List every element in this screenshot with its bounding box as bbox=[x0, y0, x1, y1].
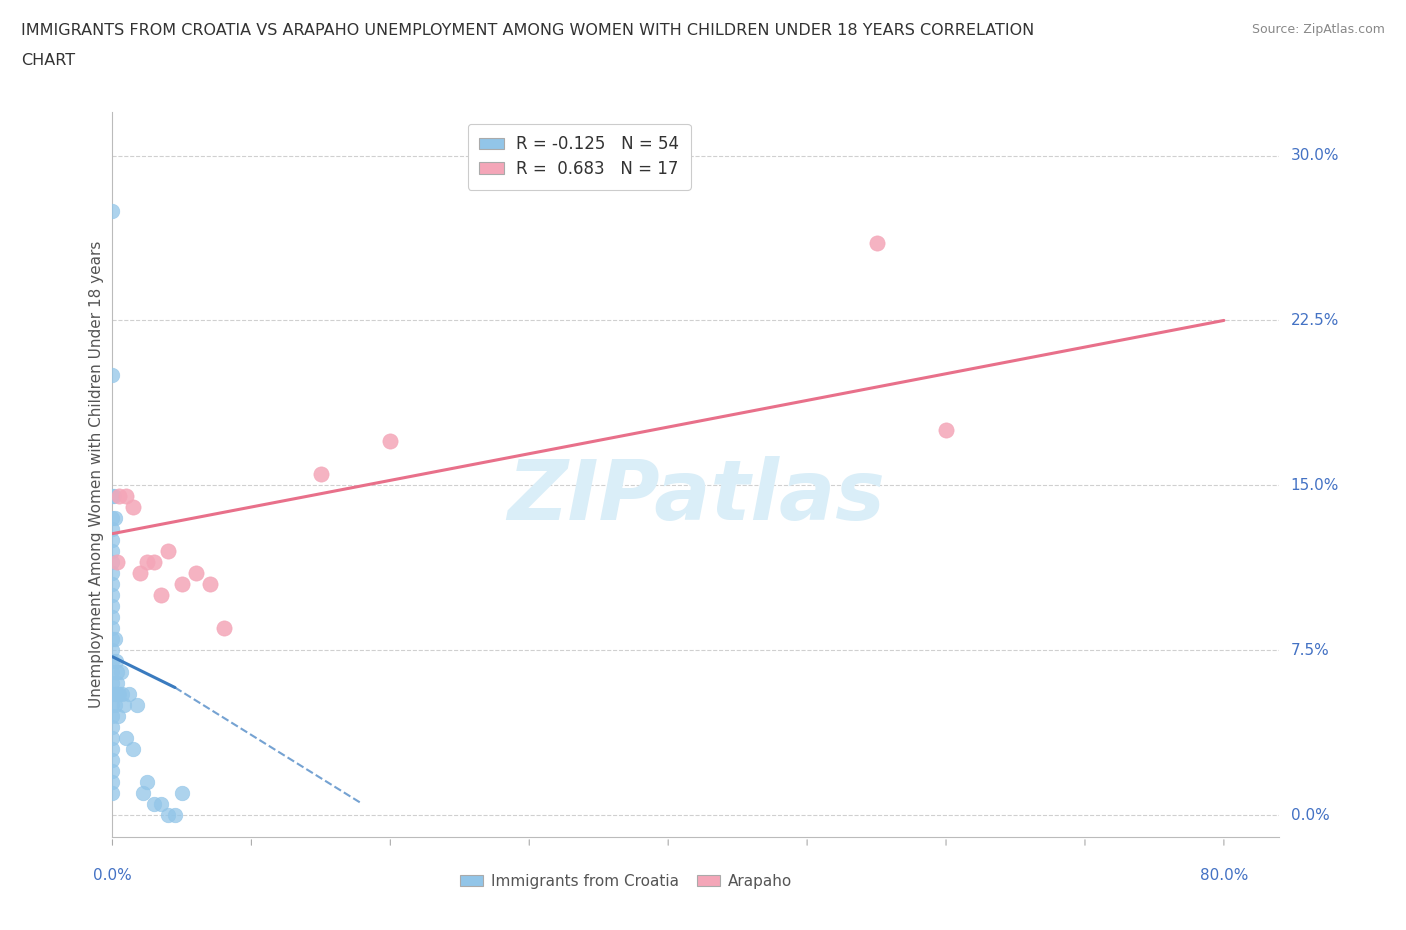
Point bbox=[136, 775, 159, 790]
Point bbox=[108, 686, 131, 701]
Point bbox=[101, 631, 124, 646]
Point bbox=[101, 686, 124, 701]
Text: IMMIGRANTS FROM CROATIA VS ARAPAHO UNEMPLOYMENT AMONG WOMEN WITH CHILDREN UNDER : IMMIGRANTS FROM CROATIA VS ARAPAHO UNEMP… bbox=[21, 23, 1035, 38]
Point bbox=[101, 731, 124, 746]
Point bbox=[101, 489, 124, 504]
Text: 22.5%: 22.5% bbox=[1291, 312, 1339, 328]
Point bbox=[107, 709, 129, 724]
Point bbox=[104, 631, 127, 646]
Point bbox=[132, 786, 155, 801]
Point bbox=[101, 588, 124, 603]
Point bbox=[112, 698, 135, 712]
Point bbox=[103, 511, 125, 525]
Point bbox=[108, 489, 131, 504]
Point bbox=[101, 643, 124, 658]
Legend: Immigrants from Croatia, Arapaho: Immigrants from Croatia, Arapaho bbox=[454, 868, 799, 895]
Text: 80.0%: 80.0% bbox=[1199, 868, 1249, 883]
Point bbox=[110, 665, 132, 680]
Point bbox=[104, 698, 127, 712]
Point bbox=[127, 698, 149, 712]
Text: Source: ZipAtlas.com: Source: ZipAtlas.com bbox=[1251, 23, 1385, 36]
Point bbox=[136, 555, 159, 570]
Point bbox=[115, 731, 138, 746]
Point bbox=[101, 654, 124, 669]
Point bbox=[101, 665, 124, 680]
Point bbox=[198, 577, 221, 591]
Point bbox=[101, 741, 124, 756]
Point bbox=[143, 555, 166, 570]
Point bbox=[115, 489, 138, 504]
Point bbox=[101, 610, 124, 625]
Text: 0.0%: 0.0% bbox=[93, 868, 132, 883]
Point bbox=[104, 686, 127, 701]
Point bbox=[157, 544, 180, 559]
Point bbox=[935, 423, 957, 438]
Point bbox=[101, 764, 124, 778]
Point bbox=[101, 203, 124, 218]
Point bbox=[101, 511, 124, 525]
Point bbox=[103, 489, 125, 504]
Text: CHART: CHART bbox=[21, 53, 75, 68]
Point bbox=[150, 588, 173, 603]
Point bbox=[101, 522, 124, 537]
Point bbox=[865, 236, 887, 251]
Point bbox=[157, 807, 180, 822]
Point bbox=[118, 686, 141, 701]
Point bbox=[105, 665, 128, 680]
Point bbox=[101, 752, 124, 767]
Point bbox=[101, 676, 124, 691]
Point bbox=[101, 599, 124, 614]
Point bbox=[163, 807, 186, 822]
Point bbox=[184, 565, 207, 580]
Point bbox=[129, 565, 152, 580]
Point bbox=[101, 775, 124, 790]
Point bbox=[143, 797, 166, 812]
Point bbox=[101, 544, 124, 559]
Point bbox=[101, 555, 124, 570]
Point bbox=[105, 676, 128, 691]
Point bbox=[105, 686, 128, 701]
Point bbox=[111, 686, 134, 701]
Point bbox=[101, 368, 124, 383]
Point bbox=[101, 709, 124, 724]
Point bbox=[122, 741, 145, 756]
Point bbox=[150, 797, 173, 812]
Point bbox=[309, 467, 332, 482]
Text: 7.5%: 7.5% bbox=[1291, 643, 1329, 658]
Point bbox=[101, 786, 124, 801]
Point bbox=[101, 720, 124, 735]
Point bbox=[101, 698, 124, 712]
Text: 15.0%: 15.0% bbox=[1291, 478, 1339, 493]
Text: ZIPatlas: ZIPatlas bbox=[508, 456, 884, 537]
Point bbox=[122, 499, 145, 514]
Point bbox=[170, 786, 193, 801]
Text: 0.0%: 0.0% bbox=[1291, 807, 1329, 822]
Point bbox=[105, 555, 128, 570]
Point bbox=[101, 533, 124, 548]
Point bbox=[212, 620, 235, 635]
Point bbox=[380, 434, 402, 449]
Y-axis label: Unemployment Among Women with Children Under 18 years: Unemployment Among Women with Children U… bbox=[89, 241, 104, 708]
Point bbox=[101, 565, 124, 580]
Point bbox=[101, 577, 124, 591]
Point bbox=[104, 654, 127, 669]
Point bbox=[170, 577, 193, 591]
Text: 30.0%: 30.0% bbox=[1291, 148, 1339, 163]
Point bbox=[101, 620, 124, 635]
